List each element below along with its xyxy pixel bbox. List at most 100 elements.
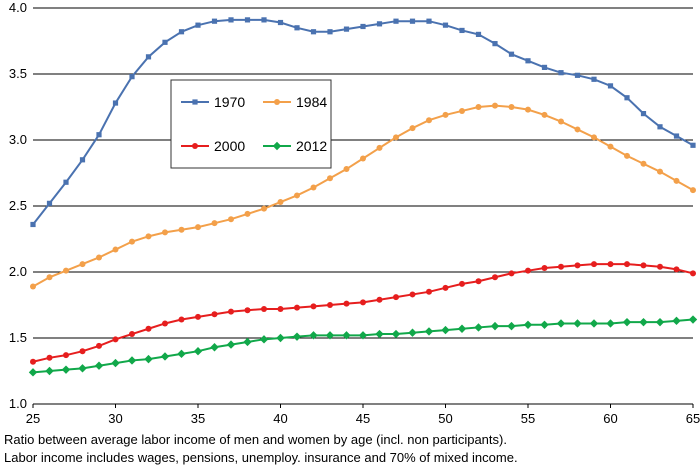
data-point-1970-50 — [442, 22, 449, 28]
data-point-1970-56 — [541, 64, 548, 70]
data-point-1970-28 — [79, 157, 86, 163]
data-point-2012-55 — [523, 320, 533, 329]
data-point-2000-37 — [228, 308, 234, 315]
data-point-2012-40 — [276, 333, 285, 343]
data-point-1970-49 — [426, 18, 432, 24]
data-point-2000-27 — [63, 352, 69, 359]
data-point-2012-60 — [606, 319, 615, 328]
data-point-2000-65 — [690, 270, 696, 277]
data-point-2000-38 — [244, 307, 251, 314]
data-point-2000-32 — [145, 325, 152, 332]
legend-label-2000: 2000 — [214, 138, 245, 154]
legend-label-2012: 2012 — [296, 138, 327, 154]
data-point-1970-41 — [294, 25, 300, 31]
legend-box — [170, 79, 332, 169]
legend-entry-1984: 1984 — [263, 94, 327, 110]
data-point-2012-39 — [259, 335, 269, 344]
data-point-1984-52 — [475, 104, 482, 110]
data-point-1984-57 — [558, 118, 564, 125]
data-point-1984-41 — [294, 192, 300, 199]
data-point-2000-61 — [624, 261, 630, 268]
caption-line-2: Labor income includes wages, pensions, u… — [4, 450, 518, 465]
axes — [32, 403, 694, 408]
data-point-1970-34 — [178, 29, 185, 35]
data-point-2012-43 — [325, 331, 335, 340]
data-point-2012-42 — [309, 331, 318, 340]
data-point-2012-48 — [408, 328, 417, 337]
data-point-1970-40 — [277, 19, 284, 26]
data-point-1984-55 — [525, 106, 531, 113]
data-point-1984-40 — [277, 199, 284, 206]
data-point-2012-32 — [144, 354, 153, 364]
data-point-1970-30 — [112, 100, 119, 106]
data-point-2012-35 — [193, 347, 203, 356]
data-point-1970-45 — [360, 23, 366, 30]
data-point-1970-43 — [327, 29, 333, 35]
data-point-2000-35 — [195, 313, 201, 320]
x-tick-label-60: 60 — [603, 411, 617, 426]
data-point-1984-43 — [327, 175, 333, 182]
x-tick-label-35: 35 — [191, 411, 205, 426]
data-point-2000-29 — [96, 342, 102, 349]
data-point-1970-51 — [459, 27, 465, 34]
data-point-1984-51 — [459, 107, 465, 114]
data-point-1970-62 — [640, 111, 647, 117]
data-point-2000-42 — [310, 303, 317, 310]
y-tick-label-2.5: 2.5 — [9, 198, 27, 213]
data-point-2000-59 — [591, 261, 597, 268]
data-point-1984-31 — [129, 238, 135, 245]
data-point-2012-57 — [556, 319, 566, 328]
data-point-2012-65 — [688, 315, 698, 324]
series-2012 — [28, 315, 698, 377]
data-point-2012-45 — [358, 331, 368, 340]
data-point-1984-50 — [442, 111, 449, 118]
data-point-1984-33 — [162, 229, 168, 236]
data-point-1970-31 — [129, 74, 135, 80]
data-point-1984-32 — [145, 233, 152, 240]
data-point-2012-33 — [160, 352, 170, 361]
data-point-2012-29 — [94, 361, 104, 370]
data-point-1984-54 — [508, 104, 515, 110]
data-point-1984-30 — [112, 246, 119, 253]
data-point-2012-64 — [672, 316, 681, 326]
y-tick-label-4.0: 4.0 — [9, 0, 27, 15]
data-point-2000-56 — [541, 265, 548, 272]
data-point-2000-43 — [327, 302, 333, 308]
data-point-1984-61 — [624, 152, 630, 159]
series-2000 — [30, 261, 696, 365]
data-point-1970-32 — [145, 54, 152, 60]
y-tick-label-1.0: 1.0 — [9, 396, 27, 411]
data-point-2012-31 — [127, 356, 137, 365]
data-point-1970-39 — [261, 17, 267, 23]
data-point-1984-38 — [244, 210, 251, 217]
data-point-2000-64 — [673, 266, 680, 273]
x-tick-label-65: 65 — [686, 411, 700, 426]
data-point-1984-42 — [310, 184, 317, 191]
data-point-2000-60 — [607, 261, 614, 268]
data-point-2000-41 — [294, 304, 300, 311]
data-point-1984-60 — [607, 143, 614, 150]
series-1984 — [30, 102, 696, 290]
data-point-1970-29 — [96, 132, 102, 138]
data-point-2000-28 — [79, 348, 86, 355]
data-point-2012-62 — [639, 317, 648, 327]
data-point-1984-29 — [96, 254, 102, 261]
data-point-2000-54 — [508, 270, 515, 277]
data-point-2000-31 — [129, 331, 135, 338]
data-point-2012-36 — [210, 343, 219, 352]
data-point-2000-45 — [360, 299, 366, 306]
x-tick-label-45: 45 — [356, 411, 370, 426]
legend: 1970 1984 2000 2012 — [170, 79, 332, 169]
y-tick-label-1.5: 1.5 — [9, 330, 27, 345]
data-point-2000-47 — [393, 294, 399, 301]
data-point-1970-44 — [343, 26, 350, 32]
data-point-2012-37 — [226, 340, 236, 349]
legend-entry-1970: 1970 — [181, 94, 245, 110]
legend-swatch-marker-1984 — [274, 99, 280, 105]
legend-label-1970: 1970 — [214, 94, 245, 110]
x-tick-label-55: 55 — [521, 411, 535, 426]
data-point-1970-58 — [574, 72, 581, 78]
data-point-2000-62 — [640, 262, 647, 269]
data-point-1970-47 — [393, 18, 399, 24]
data-point-2012-54 — [507, 321, 516, 331]
